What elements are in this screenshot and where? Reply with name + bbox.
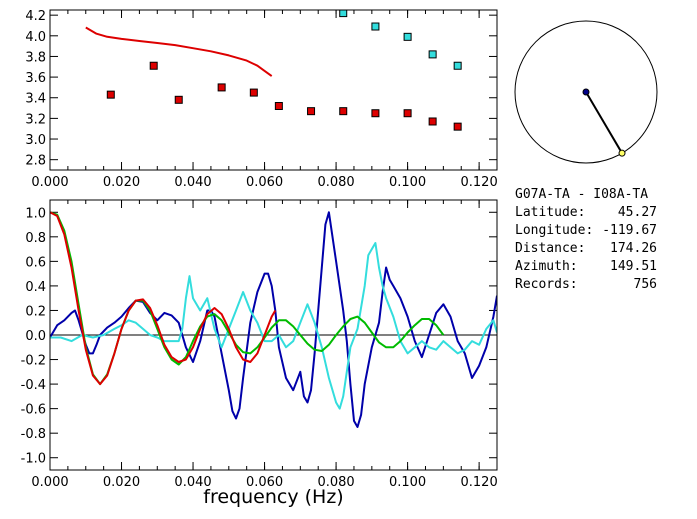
plot-frame: [49, 9, 498, 171]
info-row-longitude: Longitude: -119.67: [515, 222, 657, 240]
y-tick-label: -0.2: [21, 354, 46, 369]
y-tick-label: 0.0: [25, 329, 46, 344]
dial-end-dot: [618, 149, 626, 157]
data-point: [371, 22, 380, 31]
x-tick-label: 0.060: [246, 475, 283, 490]
info-value: 149.51: [610, 259, 657, 274]
y-tick-label: 0.2: [25, 304, 46, 319]
x-tick-label: 0.040: [174, 175, 211, 190]
data-point: [217, 83, 226, 92]
y-tick-label: 0.8: [25, 231, 46, 246]
y-tick-label: -0.8: [21, 427, 46, 442]
info-label: Azimuth:: [515, 259, 578, 274]
series-line-red: [50, 211, 277, 386]
data-point: [174, 95, 183, 104]
y-tick-label: 3.2: [25, 112, 46, 127]
y-tick-label: 1.0: [25, 206, 46, 221]
y-tick-label: -0.4: [21, 378, 46, 393]
info-row-latitude: Latitude: 45.27: [515, 204, 657, 222]
x-axis-label: frequency (Hz): [203, 486, 343, 508]
azimuth-needle: [585, 91, 623, 154]
dial-center-dot: [582, 88, 590, 96]
y-tick-label: 2.8: [25, 154, 46, 169]
data-point: [403, 32, 412, 41]
x-tick-label: 0.100: [389, 175, 426, 190]
x-tick-label: 0.020: [103, 175, 140, 190]
dispersion-chart: 0.000 0.020 0.040 0.060 0.080 0.100 0.120 2.8 3.…: [25, 9, 497, 190]
series-line-blue: [50, 211, 497, 428]
data-point: [106, 90, 115, 99]
data-point: [428, 117, 437, 126]
data-point: [453, 122, 462, 131]
info-row-azimuth: Azimuth: 149.51: [515, 258, 657, 276]
info-value: -119.67: [602, 223, 657, 238]
series-line-red: [85, 26, 273, 77]
data-point: [274, 102, 283, 110]
x-tick-label: 0.120: [461, 475, 498, 490]
data-point: [453, 61, 462, 70]
series-line-green: [50, 211, 445, 386]
y-tick-label: 3.4: [25, 92, 46, 107]
info-value: 756: [633, 277, 657, 292]
azimuth-dial: [514, 20, 658, 164]
x-tick-label: 0.120: [461, 175, 498, 190]
y-tick-label: 4.0: [25, 30, 46, 45]
x-tick-label: 0.100: [389, 475, 426, 490]
correlation-chart: 0.000 0.020 0.040 0.060 0.080 0.100 0.120 1.0 0.…: [21, 199, 498, 508]
info-value: 45.27: [617, 205, 657, 220]
data-point: [339, 107, 348, 116]
dial-circle: [514, 20, 658, 164]
x-tick-label: 0.000: [31, 475, 68, 490]
x-tick-label: 0.020: [103, 475, 140, 490]
info-row-distance: Distance: 174.26: [515, 240, 657, 258]
y-tick-label: 3.8: [25, 50, 46, 65]
data-point: [339, 10, 348, 18]
plot-area: [50, 211, 497, 428]
y-tick-label: -0.6: [21, 403, 46, 418]
plot-area: [85, 10, 462, 131]
station-pair-label: G07A-TA - I08A-TA: [515, 187, 649, 202]
y-tick-label: 0.4: [25, 280, 46, 295]
info-label: Records:: [515, 277, 578, 292]
y-tick-label: 4.2: [25, 9, 46, 24]
info-value: 174.26: [610, 241, 657, 256]
y-tick-label: 0.6: [25, 255, 46, 270]
info-row-records: Records: 756: [515, 276, 657, 294]
data-point: [249, 88, 258, 97]
plot-frame: [49, 199, 498, 471]
data-point: [428, 50, 437, 59]
y-tick-label: 3.6: [25, 71, 46, 86]
data-point: [403, 109, 412, 118]
info-label: Longitude:: [515, 223, 594, 238]
x-tick-label: 0.040: [174, 475, 211, 490]
info-label: Distance:: [515, 241, 586, 256]
data-point: [149, 61, 158, 70]
x-tick-label: 0.080: [317, 175, 354, 190]
data-point: [371, 109, 380, 118]
x-tick-label: 0.080: [317, 475, 354, 490]
y-tick-label: 3.0: [25, 133, 46, 148]
station-info-panel: G07A-TA - I08A-TA Latitude: 45.27 Longitu…: [515, 186, 657, 294]
y-tick-label: -1.0: [21, 452, 46, 467]
info-label: Latitude:: [515, 205, 586, 220]
data-point: [307, 107, 316, 116]
x-tick-label: 0.060: [246, 175, 283, 190]
x-tick-label: 0.000: [31, 175, 68, 190]
